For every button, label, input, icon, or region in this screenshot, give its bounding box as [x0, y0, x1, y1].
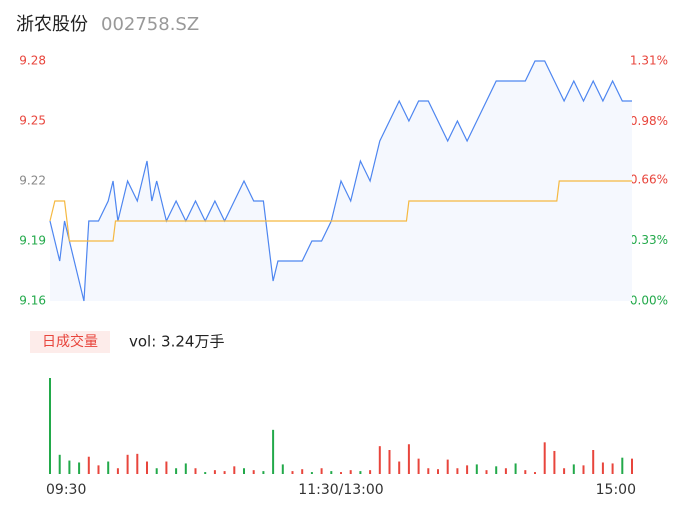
volume-bar — [155, 468, 158, 474]
volume-bar — [204, 472, 207, 474]
volume-bar — [446, 459, 449, 474]
volume-bar — [495, 466, 498, 474]
volume-bar — [369, 470, 372, 474]
volume-bar — [621, 457, 624, 474]
y-tick-label: 9.28 — [19, 54, 46, 68]
volume-bar — [291, 471, 294, 474]
volume-bar — [582, 465, 585, 474]
volume-bar — [107, 461, 110, 474]
stock-code: 002758.SZ — [101, 14, 199, 35]
volume-title-bg — [30, 331, 110, 353]
y2-tick-label: 0.66% — [630, 173, 668, 187]
volume-bar — [68, 460, 71, 474]
volume-bar — [427, 468, 430, 474]
y-tick-label: 9.22 — [19, 174, 46, 188]
volume-bar — [213, 470, 216, 474]
volume-bar — [252, 470, 255, 474]
volume-bar — [126, 454, 129, 474]
volume-bar — [87, 456, 90, 474]
x-tick-label: 11:30/13:00 — [298, 482, 383, 498]
volume-bar — [78, 462, 81, 474]
volume-bar — [272, 429, 275, 474]
volume-bar — [233, 466, 236, 474]
volume-bar — [262, 471, 265, 474]
volume-bar — [136, 453, 139, 474]
volume-bar — [146, 461, 148, 474]
volume-bar — [49, 378, 51, 474]
average-line — [49, 180, 632, 242]
volume-bar — [378, 446, 381, 474]
volume-bar — [456, 468, 459, 474]
volume-bar — [553, 450, 556, 474]
y2-tick-label: 0.33% — [630, 233, 668, 247]
volume-bar — [398, 461, 401, 474]
volume-bar — [485, 470, 488, 474]
volume-bar — [504, 468, 507, 474]
volume-bar — [301, 469, 304, 474]
x-tick-label: 15:00 — [596, 482, 636, 498]
volume-title: 日成交量 — [42, 333, 98, 350]
volume-bar — [184, 463, 187, 474]
volume-bar — [194, 468, 197, 474]
volume-bar — [543, 442, 546, 474]
volume-bar — [223, 471, 226, 474]
y-tick-label: 9.16 — [19, 294, 46, 308]
volume-bar — [524, 470, 527, 474]
volume-bar — [466, 465, 469, 474]
volume-bar — [281, 464, 284, 474]
volume-bar — [592, 450, 595, 474]
volume-bar — [359, 471, 362, 474]
volume-bar — [97, 465, 100, 474]
volume-bar — [572, 464, 575, 474]
volume-bar — [417, 458, 420, 474]
volume-bar — [437, 469, 439, 474]
volume-bar — [407, 444, 410, 474]
volume-bar — [349, 470, 352, 474]
volume-bar — [243, 468, 245, 474]
volume-bar — [563, 468, 566, 474]
y2-tick-label: 0.00% — [630, 294, 668, 308]
volume-bar — [58, 454, 61, 474]
volume-bar — [611, 463, 614, 474]
volume-bar — [601, 462, 604, 474]
y-tick-label: 9.25 — [19, 114, 46, 128]
volume-bar — [534, 472, 536, 474]
y2-tick-label: 0.98% — [630, 114, 668, 128]
volume-bar — [310, 472, 313, 474]
volume-annotation: vol: 3.24万手 — [129, 333, 224, 351]
volume-bar — [175, 468, 178, 474]
volume-bar — [514, 463, 517, 474]
volume-bar — [116, 468, 119, 474]
volume-bar — [320, 468, 323, 474]
volume-bar — [631, 458, 633, 474]
volume-bar — [330, 471, 333, 474]
stock-name: 浙农股份 — [16, 14, 88, 35]
y-tick-label: 9.19 — [19, 234, 46, 248]
volume-bar — [388, 450, 391, 474]
volume-bar — [340, 472, 342, 474]
volume-bar — [165, 461, 168, 474]
x-tick-label: 09:30 — [46, 482, 86, 498]
volume-bar — [475, 464, 478, 474]
y2-tick-label: 1.31% — [630, 54, 668, 68]
